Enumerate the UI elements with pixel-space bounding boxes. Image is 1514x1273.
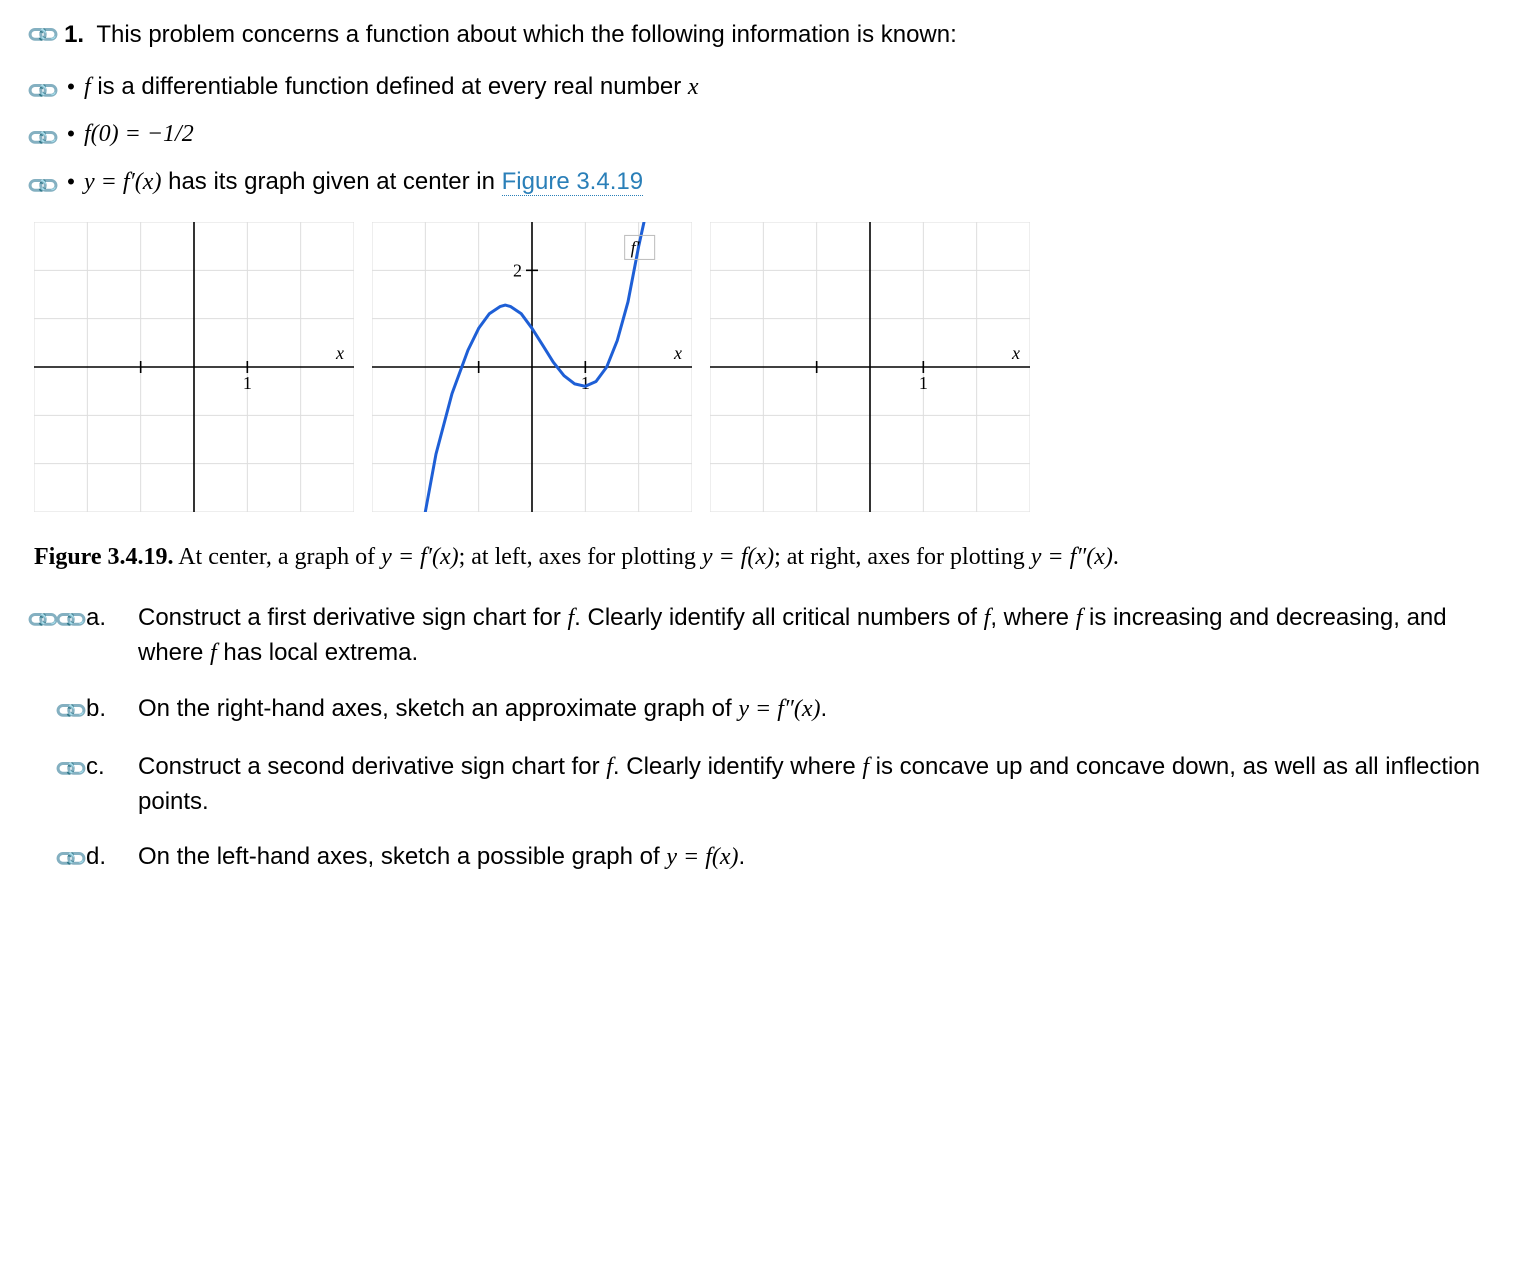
- a-t5: has local extrema.: [217, 639, 418, 666]
- figure-panels: 1x 1x2f′ 1x: [34, 222, 1484, 512]
- bullet-dot: •: [58, 70, 84, 103]
- cap-t2: ; at left, axes for plotting: [459, 544, 702, 570]
- b1-text: is a differentiable function defined at …: [91, 73, 688, 100]
- a-t1: Construct a first derivative sign chart …: [138, 604, 568, 631]
- b-t1: On the right-hand axes, sketch an approx…: [138, 695, 738, 722]
- problem-intro-text: This problem concerns a function about w…: [96, 21, 956, 48]
- part-c-marker: c.: [86, 750, 138, 784]
- cap-t1: At center, a graph of: [174, 544, 382, 570]
- part-d: 🔗 d. On the left-hand axes, sketch a pos…: [30, 840, 1484, 876]
- known-item-2: 🔗 • f(0) = −1/2: [30, 117, 1484, 155]
- svg-text:1: 1: [919, 373, 928, 393]
- c-f1: f: [606, 754, 613, 780]
- problem-intro: 🔗 1. This problem concerns a function ab…: [30, 18, 1484, 52]
- permalink-icon: 🔗: [23, 15, 64, 56]
- figure-link[interactable]: Figure 3.4.19: [502, 168, 643, 196]
- bullet-dot: •: [58, 117, 84, 150]
- cap-t4: .: [1113, 544, 1119, 570]
- problem-number: 1.: [64, 21, 84, 48]
- part-a: 🔗 🔗 a. Construct a first derivative sign…: [30, 601, 1484, 670]
- known-item-1: 🔗 • f is a differentiable function defin…: [30, 70, 1484, 108]
- part-a-marker: a.: [86, 601, 138, 635]
- panel-center: 1 x 2 f′: [372, 222, 692, 512]
- a-f4: f: [210, 640, 217, 666]
- b-t2: .: [821, 695, 828, 722]
- figure-caption: Figure 3.4.19. At center, a graph of y =…: [34, 540, 1484, 575]
- d-t2: .: [739, 843, 746, 870]
- d-t1: On the left-hand axes, sketch a possible…: [138, 843, 666, 870]
- f-symbol: f: [84, 74, 91, 100]
- b3-text: has its graph given at center in: [161, 168, 501, 195]
- svg-text:x: x: [335, 343, 344, 363]
- c-t1: Construct a second derivative sign chart…: [138, 753, 606, 780]
- x-symbol: x: [688, 74, 699, 100]
- svg-text:2: 2: [513, 261, 522, 281]
- part-b: 🔗 b. On the right-hand axes, sketch an a…: [30, 692, 1484, 728]
- a-t3: , where: [990, 604, 1075, 631]
- part-c: 🔗 c. Construct a second derivative sign …: [30, 750, 1484, 818]
- panel-left: 1x: [34, 222, 354, 512]
- a-t2: . Clearly identify all critical numbers …: [574, 604, 983, 631]
- b2-eq: f(0) = −1/2: [84, 121, 194, 147]
- bullet-dot: •: [58, 165, 84, 198]
- svg-text:1: 1: [581, 373, 590, 393]
- svg-text:x: x: [1011, 343, 1020, 363]
- c-t2: . Clearly identify where: [613, 753, 862, 780]
- parts-list: 🔗 🔗 a. Construct a first derivative sign…: [30, 601, 1484, 876]
- cap-t3: ; at right, axes for plotting: [774, 544, 1031, 570]
- part-d-marker: d.: [86, 840, 138, 874]
- figure-label: Figure 3.4.19.: [34, 544, 174, 570]
- part-b-marker: b.: [86, 692, 138, 726]
- svg-text:f′: f′: [631, 238, 641, 258]
- known-item-3: 🔗 • y = f′(x) has its graph given at cen…: [30, 165, 1484, 203]
- panel-right: 1x: [710, 222, 1030, 512]
- svg-text:1: 1: [243, 373, 252, 393]
- c-f2: f: [862, 754, 869, 780]
- b3-eq: y = f′(x): [84, 169, 161, 195]
- svg-text:x: x: [673, 343, 682, 363]
- known-list: 🔗 • f is a differentiable function defin…: [30, 70, 1484, 203]
